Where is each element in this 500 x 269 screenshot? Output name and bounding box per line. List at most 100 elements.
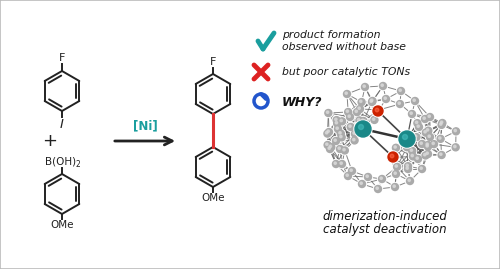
Circle shape <box>372 105 384 117</box>
Text: OMe: OMe <box>50 220 74 230</box>
Circle shape <box>414 154 422 164</box>
Circle shape <box>389 156 392 158</box>
Circle shape <box>414 155 422 162</box>
Circle shape <box>382 95 390 102</box>
Circle shape <box>360 182 362 185</box>
Circle shape <box>424 140 432 150</box>
Text: catalyst deactivation: catalyst deactivation <box>323 222 447 235</box>
Circle shape <box>352 130 358 137</box>
Text: OMe: OMe <box>201 193 225 203</box>
Circle shape <box>404 162 412 171</box>
Circle shape <box>438 121 445 128</box>
Circle shape <box>420 142 422 144</box>
Circle shape <box>380 83 386 90</box>
Circle shape <box>374 185 382 193</box>
Circle shape <box>398 102 400 104</box>
Circle shape <box>426 112 434 122</box>
Circle shape <box>384 97 386 100</box>
Circle shape <box>356 104 364 114</box>
Circle shape <box>396 101 404 108</box>
Circle shape <box>406 178 414 185</box>
Circle shape <box>371 116 378 123</box>
Circle shape <box>340 135 342 138</box>
Circle shape <box>342 90 351 98</box>
Circle shape <box>408 111 416 118</box>
Circle shape <box>394 172 396 174</box>
Circle shape <box>338 117 346 126</box>
Circle shape <box>362 119 364 121</box>
Circle shape <box>324 128 334 136</box>
Text: but poor catalytic TONs: but poor catalytic TONs <box>282 67 410 77</box>
Circle shape <box>358 118 360 121</box>
Circle shape <box>428 115 430 118</box>
Circle shape <box>439 119 446 126</box>
Circle shape <box>412 133 421 141</box>
Circle shape <box>414 135 417 137</box>
Circle shape <box>343 148 345 151</box>
Circle shape <box>338 118 345 125</box>
Circle shape <box>350 129 360 138</box>
Circle shape <box>452 144 459 151</box>
Circle shape <box>340 146 349 155</box>
Circle shape <box>454 129 456 132</box>
Circle shape <box>323 129 332 138</box>
Circle shape <box>335 122 338 124</box>
Circle shape <box>375 108 379 112</box>
Circle shape <box>410 97 420 105</box>
Circle shape <box>424 126 433 135</box>
Circle shape <box>410 149 412 151</box>
Circle shape <box>416 123 422 130</box>
Circle shape <box>348 167 356 175</box>
Circle shape <box>406 164 408 167</box>
Circle shape <box>404 165 411 172</box>
Circle shape <box>420 167 422 169</box>
Circle shape <box>334 120 340 127</box>
Circle shape <box>452 127 460 136</box>
Circle shape <box>426 114 434 121</box>
Circle shape <box>346 122 356 132</box>
Circle shape <box>356 105 364 112</box>
Circle shape <box>332 136 340 146</box>
Circle shape <box>370 115 379 125</box>
Circle shape <box>329 145 332 147</box>
Circle shape <box>412 97 418 104</box>
Circle shape <box>381 84 384 86</box>
Circle shape <box>348 168 356 175</box>
Circle shape <box>413 134 420 141</box>
Circle shape <box>410 135 413 137</box>
Circle shape <box>372 118 375 120</box>
Circle shape <box>368 97 376 107</box>
Circle shape <box>354 109 360 116</box>
Circle shape <box>346 112 354 122</box>
Circle shape <box>404 163 411 170</box>
Circle shape <box>345 92 348 94</box>
Circle shape <box>336 146 344 153</box>
Circle shape <box>437 150 446 160</box>
Circle shape <box>334 125 342 133</box>
Circle shape <box>376 187 378 189</box>
Circle shape <box>360 118 367 125</box>
Circle shape <box>344 172 352 180</box>
Text: F: F <box>210 57 216 67</box>
Circle shape <box>392 144 400 151</box>
Circle shape <box>359 116 368 126</box>
Circle shape <box>440 153 442 155</box>
Circle shape <box>413 99 416 101</box>
Circle shape <box>326 111 329 114</box>
Circle shape <box>370 99 373 101</box>
Circle shape <box>337 133 346 142</box>
Circle shape <box>404 144 410 151</box>
Circle shape <box>424 153 426 156</box>
Circle shape <box>338 130 344 137</box>
Circle shape <box>424 141 432 148</box>
Circle shape <box>413 119 422 128</box>
Circle shape <box>408 152 418 161</box>
Circle shape <box>339 132 341 134</box>
Text: I: I <box>60 118 64 131</box>
Circle shape <box>426 129 428 131</box>
Circle shape <box>360 100 362 102</box>
Circle shape <box>334 162 336 164</box>
Circle shape <box>390 182 400 192</box>
Circle shape <box>370 100 372 102</box>
Circle shape <box>388 152 398 162</box>
